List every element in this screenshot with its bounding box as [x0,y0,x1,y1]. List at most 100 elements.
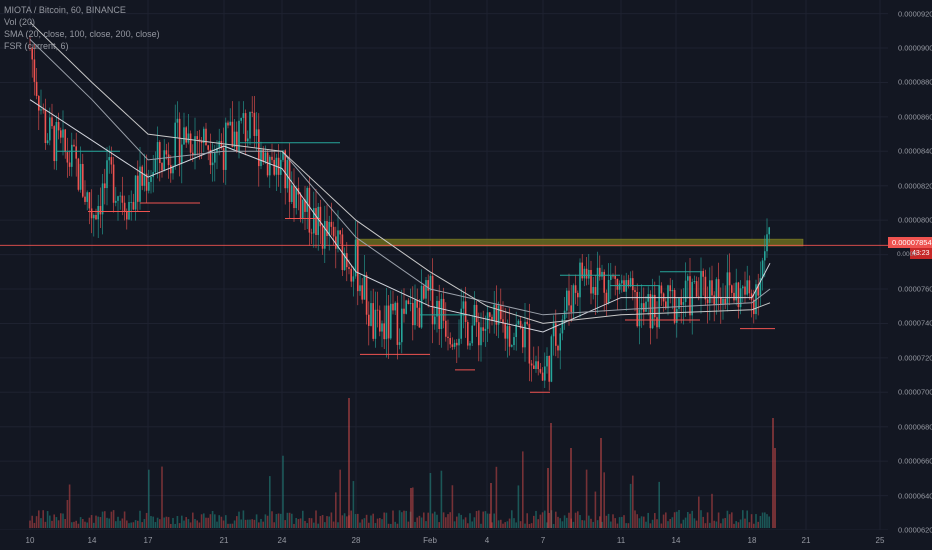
candle-body [717,279,720,297]
volume-bar [464,517,467,528]
candle-body [603,271,605,293]
volume-bar [522,451,524,528]
candle-body [134,175,137,210]
candle-body [376,309,379,311]
volume-bar [46,511,49,528]
candle-body [365,274,368,315]
volume-bar [341,515,344,528]
candle-body [546,355,548,367]
volume-bar [711,493,713,528]
volume-bar [442,512,445,528]
volume-bar [77,523,80,528]
candle-body [205,128,207,146]
volume-spike [547,468,549,528]
volume-bar [735,521,737,528]
fsr-indicator-label[interactable]: FSR (current, 6) [4,41,69,51]
candle-body [766,234,768,252]
candle-body [280,159,282,175]
candle-body [682,302,685,305]
volume-bar [260,518,262,528]
candle-body [559,333,561,351]
candle-body [618,283,621,290]
sma-indicator-label[interactable]: SMA (20, close, 100, close, 200, close) [4,29,160,39]
volume-bar [387,523,390,528]
volume-bar [75,520,77,528]
volume-bar [500,519,502,528]
volume-bar [288,512,291,528]
volume-bar [638,518,641,528]
candle-body [530,363,533,366]
price-chart[interactable] [0,0,888,530]
volume-bar [726,510,729,528]
candle-body [607,279,610,304]
candle-body [227,122,229,126]
volume-bar [139,510,141,528]
candle-body [645,301,647,312]
volume-bar [95,515,97,528]
candle-body [420,285,423,328]
candle-body [744,286,746,295]
volume-bar [480,523,482,528]
volume-bar [181,515,183,528]
candle-body [55,122,58,162]
candle-body [339,230,341,235]
volume-bar [416,517,418,528]
candle-body [68,162,71,167]
volume-bar [671,517,674,528]
volume-bar [467,523,469,528]
volume-bar [117,516,119,528]
candle-body [242,113,245,118]
candle-body [299,194,302,219]
volume-bar [132,522,135,528]
volume-bar [669,518,671,528]
volume-bar [528,523,531,528]
volume-bar [141,522,143,528]
volume-bar [137,520,139,528]
volume-bar [66,499,69,528]
volume-bar [636,514,638,528]
candle-body [29,48,31,49]
candle-body [680,298,682,305]
volume-bar [86,522,88,528]
candle-body [709,280,711,304]
volume-bar [662,514,665,528]
volume-bar [691,510,693,528]
candle-body [398,342,401,345]
candle-body [601,271,603,277]
candle-body [233,131,236,148]
candle-body [187,133,190,143]
candle-body [319,206,322,227]
volume-bar [262,521,264,528]
candle-body [418,307,421,328]
volume-indicator-label[interactable]: Vol (20) [4,17,36,27]
candle-body [350,268,352,282]
volume-bar [302,510,304,528]
volume-bar [90,515,93,528]
volume-bar [324,522,326,528]
candle-body [552,323,555,337]
volume-bar [317,523,319,528]
volume-spike [490,483,492,528]
candle-body [574,285,577,293]
volume-bar [159,519,161,528]
candle-body [594,287,597,295]
candle-body [368,314,370,326]
volume-bar [649,523,652,528]
symbol-title[interactable]: MIOTA / Bitcoin, 60, BINANCE [4,5,126,15]
volume-bar [640,516,643,528]
volume-bar [357,513,359,528]
candle-body [207,145,209,150]
candle-body [284,150,286,189]
volume-bar [376,518,379,528]
candle-body [423,285,425,299]
volume-bar [405,510,407,528]
candle-body [308,187,311,233]
candle-body [456,342,458,346]
volume-bar [475,511,478,528]
candle-body [621,280,623,284]
volume-bar [128,523,130,528]
time-axis[interactable]: 10 14 17 21 24 28 Feb 4 7 11 14 18 21 25 [0,530,888,550]
